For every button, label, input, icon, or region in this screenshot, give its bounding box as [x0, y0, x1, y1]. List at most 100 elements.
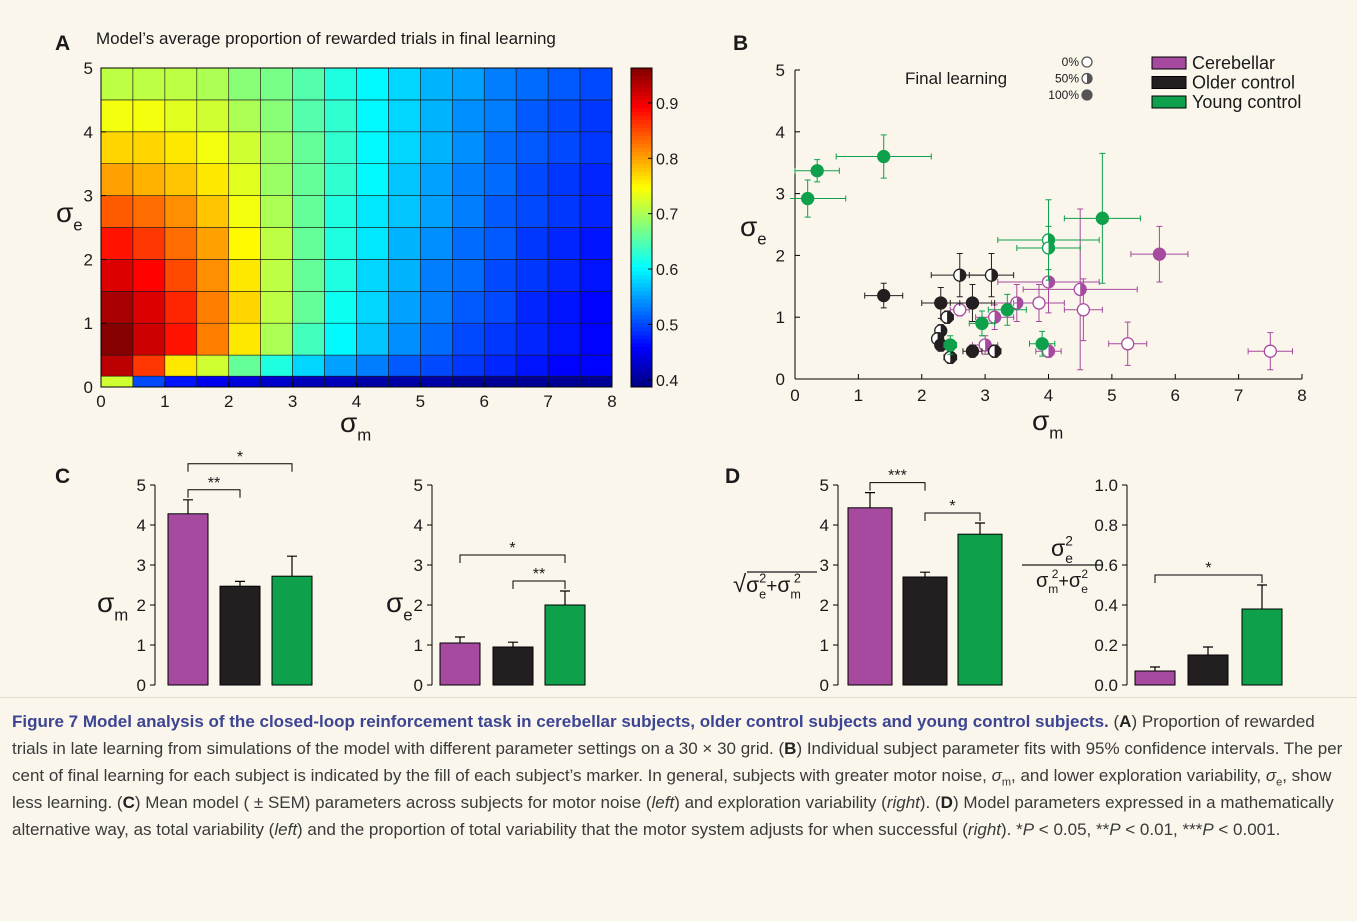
heatmap-cell — [260, 322, 293, 356]
heatmap-cell — [132, 67, 166, 101]
heatmap-cell — [547, 131, 581, 165]
heatmap-cell — [260, 131, 293, 165]
y-tick-label: 2 — [84, 250, 93, 269]
y-tick-label: 5 — [776, 61, 785, 80]
colorbar-step — [631, 167, 652, 173]
colorbar-step — [631, 175, 652, 181]
marker-fill — [994, 311, 1001, 324]
colorbar-step — [631, 347, 652, 352]
x-tick-label: 0 — [96, 392, 105, 411]
colorbar-step — [631, 279, 652, 284]
panel-letter: D — [725, 465, 740, 488]
plot-area — [790, 134, 1293, 371]
y-tick-label: 1 — [137, 636, 146, 655]
caption: Figure 7 Model analysis of the closed-lo… — [12, 708, 1347, 843]
heatmap-cell — [324, 67, 357, 101]
caption-text: ) Model parameters expressed in a mathem… — [12, 793, 1334, 839]
x-tick-label: 6 — [480, 392, 489, 411]
legend-label: Older control — [1192, 73, 1295, 93]
colorbar-step — [631, 223, 652, 228]
significance-stars: ** — [208, 475, 220, 492]
colorbar-step — [631, 171, 652, 177]
heatmap-cell — [483, 67, 517, 101]
bar — [902, 576, 948, 686]
error-bar — [975, 522, 985, 535]
colorbar-step — [631, 359, 652, 364]
marker — [1081, 56, 1093, 68]
heatmap-cell — [420, 227, 453, 260]
significance-stars: * — [509, 540, 515, 557]
marker-fill — [1048, 345, 1055, 358]
marker-fill — [1048, 241, 1055, 254]
symbol: σ — [740, 211, 757, 242]
subscript: e — [1081, 582, 1088, 596]
y-tick-label: 4 — [414, 516, 423, 535]
colorbar-step — [631, 99, 652, 105]
error-bar — [920, 571, 930, 577]
heatmap-cell — [260, 354, 293, 377]
marker — [801, 191, 815, 206]
y-tick-label: 0.0 — [1094, 676, 1118, 695]
symbol: σ — [746, 574, 759, 597]
y-tick-label: 0.4 — [1094, 596, 1118, 615]
x-tick-label: 6 — [1171, 386, 1180, 405]
significance-stars: *** — [888, 468, 907, 485]
heatmap-cell — [228, 375, 261, 388]
heatmap-cell — [579, 227, 613, 260]
axis-label: σe — [740, 211, 767, 248]
caption-italic: P — [1202, 820, 1214, 839]
heatmap-cell — [292, 322, 325, 356]
y-tick-label: 3 — [414, 556, 423, 575]
colorbar-step — [631, 179, 652, 185]
heatmap-cell — [132, 131, 166, 165]
heatmap-cell — [196, 163, 230, 196]
heatmap-cell — [547, 227, 581, 260]
marker — [1095, 211, 1110, 225]
x-tick-label: 4 — [1044, 386, 1053, 405]
error-bar — [1257, 584, 1267, 609]
heatmap-cell — [324, 227, 357, 260]
subscript: m — [790, 587, 801, 601]
heatmap-cell — [452, 227, 485, 260]
marker-fill — [959, 269, 966, 282]
heatmap-cell — [260, 290, 293, 324]
heatmap-cell — [196, 195, 230, 228]
heatmap-cell — [420, 375, 453, 388]
heatmap-cell — [196, 131, 230, 165]
heatmap-cell — [483, 99, 517, 133]
superscript: 2 — [794, 572, 801, 586]
colorbar-step — [631, 259, 652, 264]
marker-fill — [947, 311, 954, 324]
fill-legend-label: 100% — [1048, 88, 1079, 102]
heatmap-cell — [100, 290, 134, 324]
heatmap-cell — [164, 163, 198, 196]
colorbar-step — [631, 219, 652, 225]
error-bar — [235, 580, 245, 587]
superscript: 2 — [1065, 534, 1073, 549]
colorbar-tick-label: 0.4 — [656, 373, 678, 390]
heatmap-cell — [388, 375, 421, 388]
heatmap-cell — [100, 375, 134, 388]
marker-fill — [1048, 275, 1055, 288]
bar — [847, 507, 893, 686]
caption-text: ). ( — [919, 793, 941, 812]
heatmap-cell — [515, 227, 549, 260]
y-tick-label: 1 — [84, 314, 93, 333]
heatmap-cell — [228, 163, 261, 196]
marker — [934, 296, 948, 310]
colorbar-step — [631, 239, 652, 244]
marker — [1121, 337, 1135, 351]
colorbar-frame — [630, 67, 653, 388]
heatmap-cell — [132, 290, 166, 324]
colorbar-step — [631, 283, 652, 288]
y-tick-label: 3 — [84, 187, 93, 206]
significance-stars: * — [237, 449, 243, 466]
heatmap-cell — [388, 99, 421, 133]
heatmap-cell — [196, 290, 230, 324]
heatmap-cell — [356, 354, 389, 377]
y-tick-label: 0.8 — [1094, 516, 1118, 535]
marker — [965, 344, 980, 358]
x-tick-label: 4 — [352, 392, 361, 411]
heatmap-cell — [196, 67, 230, 101]
heatmap-cell — [579, 163, 613, 196]
